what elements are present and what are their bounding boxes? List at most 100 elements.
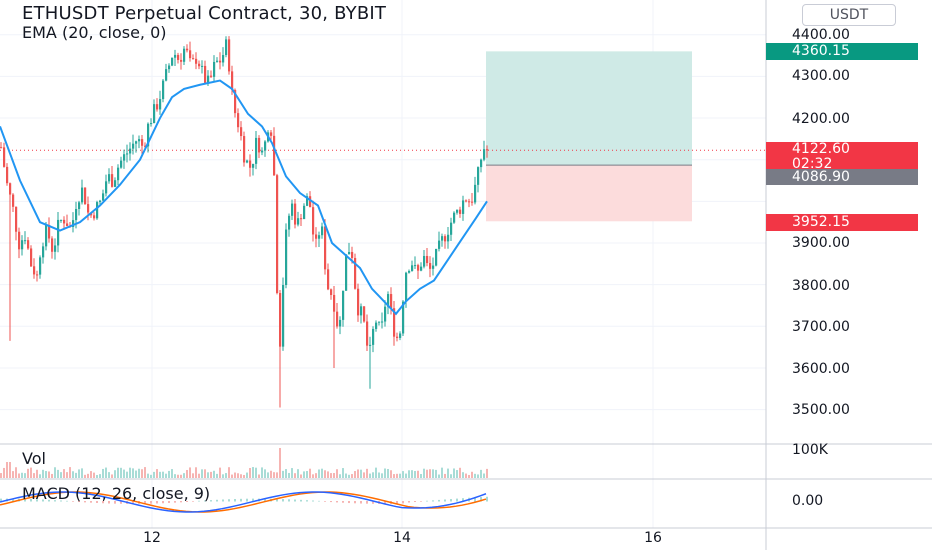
candle-body — [474, 184, 477, 203]
candle-body — [471, 201, 474, 203]
volume-bar — [21, 472, 23, 478]
volume-bar — [261, 467, 263, 478]
macd-histogram-bar — [324, 501, 326, 502]
volume-bar — [252, 467, 254, 478]
volume-bar — [459, 467, 461, 478]
volume-bar — [204, 469, 206, 478]
candle-body — [240, 127, 243, 137]
price-axis-label-3500: 3500.00 — [792, 402, 850, 418]
volume-bar — [405, 473, 407, 478]
candle-body — [27, 240, 30, 249]
candle-body — [12, 194, 15, 207]
candle-body — [6, 166, 9, 184]
volume-bar — [408, 470, 410, 478]
volume-panel-label[interactable]: Vol — [22, 449, 46, 468]
candle-body — [138, 139, 141, 142]
volume-bar — [483, 473, 485, 478]
candle-body — [270, 132, 273, 136]
volume-bar — [258, 474, 260, 478]
macd-panel-label[interactable]: MACD (12, 26, close, 9) — [22, 484, 211, 503]
volume-bar — [339, 474, 341, 478]
candle-body — [279, 293, 282, 347]
ema-indicator-label[interactable]: EMA (20, close, 0) — [22, 23, 167, 42]
macd-histogram-bar — [414, 501, 416, 503]
candle-body — [429, 263, 432, 269]
volume-bar — [123, 469, 125, 478]
volume-bar — [438, 474, 440, 478]
macd-histogram-bar — [222, 499, 224, 502]
candle-body — [150, 123, 153, 125]
macd-histogram-bar — [198, 500, 200, 502]
candle-body — [306, 196, 309, 206]
volume-bar — [27, 468, 29, 478]
volume-bar — [420, 474, 422, 478]
price-axis-label-4400: 4400.00 — [792, 27, 850, 43]
candle-body — [174, 54, 177, 58]
volume-bar — [417, 470, 419, 478]
macd-histogram-bar — [438, 499, 440, 502]
candle-body — [162, 80, 165, 100]
candle-body — [366, 321, 369, 346]
candle-body — [18, 231, 21, 250]
volume-bar — [450, 474, 452, 478]
macd-histogram-bar — [96, 501, 98, 504]
volume-bar — [87, 473, 89, 478]
macd-histogram-bar — [450, 499, 452, 502]
candle-body — [258, 137, 261, 153]
volume-bar — [195, 467, 197, 478]
volume-bar — [363, 472, 365, 478]
profit-zone — [486, 51, 692, 166]
candle-body — [213, 61, 216, 77]
candle-body — [165, 69, 168, 81]
volume-bar — [114, 470, 116, 478]
candle-body — [9, 183, 12, 195]
volume-bar — [12, 471, 14, 478]
candle-body — [357, 288, 360, 316]
candle-body — [405, 272, 408, 302]
macd-histogram-bar — [354, 501, 356, 504]
candle-body — [300, 218, 303, 220]
volume-bar — [375, 467, 377, 478]
volume-bar — [231, 474, 233, 478]
candle-body — [216, 60, 219, 62]
macd-histogram-bar — [216, 499, 218, 502]
candle-body — [141, 139, 144, 146]
volume-bar — [174, 474, 176, 478]
volume-bar — [216, 473, 218, 478]
macd-histogram-bar — [408, 501, 410, 503]
candle-body — [351, 251, 354, 258]
candle-body — [315, 234, 318, 239]
volume-bar — [153, 471, 155, 478]
volume-bar — [138, 468, 140, 478]
macd-histogram-bar — [252, 498, 254, 502]
volume-bar — [336, 469, 338, 478]
macd-axis-label: 0.00 — [792, 493, 824, 509]
candle-body — [432, 265, 435, 269]
chart-title: ETHUSDT Perpetual Contract, 30, BYBIT — [22, 3, 387, 24]
macd-histogram-bar — [462, 498, 464, 502]
candle-body — [183, 48, 186, 62]
volume-bar — [486, 468, 488, 478]
volume-bar — [267, 472, 269, 478]
volume-bar — [426, 469, 428, 478]
candle-body — [195, 58, 198, 64]
last-price-badge: 4122.60 02:32 — [766, 142, 918, 172]
candle-body — [24, 240, 27, 242]
candle-body — [324, 226, 327, 270]
macd-histogram-bar — [318, 500, 320, 502]
volume-axis-label: 100K — [792, 442, 828, 458]
macd-histogram-bar — [60, 500, 62, 502]
candle-body — [15, 206, 18, 232]
volume-bar — [144, 467, 146, 478]
volume-bar — [96, 474, 98, 478]
volume-bar — [90, 471, 92, 478]
currency-button[interactable]: USDT — [802, 4, 896, 26]
candle-body — [81, 187, 84, 203]
candle-body — [396, 336, 399, 338]
candle-body — [156, 104, 159, 110]
entry-price-badge: 4086.90 — [766, 169, 918, 185]
volume-bar — [66, 472, 68, 478]
candle-body — [255, 137, 258, 164]
macd-histogram-bar — [210, 500, 212, 502]
